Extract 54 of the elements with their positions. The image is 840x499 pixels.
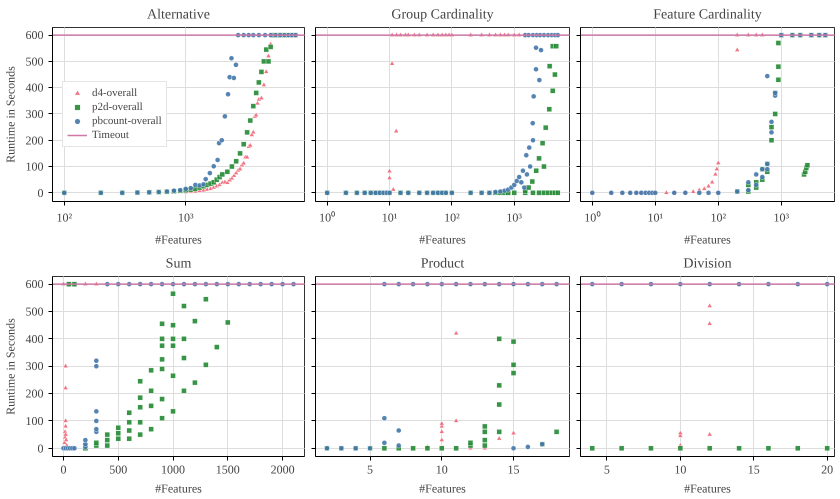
chart-title: Group Cardinality xyxy=(391,8,494,22)
y-tick-label: 300 xyxy=(26,359,44,374)
x-tick-label: 10² xyxy=(444,210,460,224)
x-tick-label: 20 xyxy=(821,462,834,476)
x-tick-label: 0 xyxy=(60,462,66,476)
x-axis-title: #Features xyxy=(419,232,466,246)
y-tick-label: 100 xyxy=(26,414,44,428)
y-tick-label: 300 xyxy=(26,106,44,121)
y-tick-label: 100 xyxy=(26,160,44,174)
legend-label: Timeout xyxy=(92,128,129,142)
legend-label: d4-overall xyxy=(92,86,138,100)
x-tick-label: 500 xyxy=(109,462,128,476)
x-axis-title: #Features xyxy=(684,482,732,496)
y-axis-title: Runtime in Seconds xyxy=(4,66,18,163)
x-tick-label: 10³ xyxy=(506,210,522,224)
x-tick-label: 10² xyxy=(710,210,726,224)
chart-title: Sum xyxy=(166,256,192,272)
y-tick-label: 600 xyxy=(26,28,44,42)
y-tick-label: 0 xyxy=(38,441,44,456)
y-axis-title: Runtime in Seconds xyxy=(4,318,18,415)
x-tick-label: 10⁰ xyxy=(319,210,336,224)
y-tick-label: 500 xyxy=(26,54,44,68)
y-tick-label: 200 xyxy=(26,133,44,148)
chart-title: Division xyxy=(683,256,732,272)
x-axis-title: #Features xyxy=(419,482,466,496)
x-tick-label: 10³ xyxy=(773,210,790,224)
x-tick-label: 2000 xyxy=(270,462,295,476)
x-tick-label: 10³ xyxy=(178,210,194,224)
x-tick-label: 5 xyxy=(367,462,374,476)
x-axis-title: #Features xyxy=(684,232,732,246)
y-tick-label: 200 xyxy=(26,386,44,401)
legend-label: pbcount-overall xyxy=(92,114,162,128)
x-tick-label: 10⁰ xyxy=(584,210,600,224)
x-tick-label: 15 xyxy=(748,462,760,476)
chart-title: Product xyxy=(420,256,464,272)
x-tick-label: 10² xyxy=(56,210,72,224)
legend-label: p2d-overall xyxy=(92,100,143,114)
y-tick-label: 500 xyxy=(26,304,44,319)
y-tick-label: 400 xyxy=(26,80,44,95)
y-tick-label: 400 xyxy=(26,332,44,346)
x-tick-label: 1500 xyxy=(216,462,240,476)
chart-title: Alternative xyxy=(147,8,210,22)
x-tick-label: 15 xyxy=(508,462,520,476)
x-axis-title: #Features xyxy=(155,482,202,496)
chart-title: Feature Cardinality xyxy=(653,8,762,22)
x-tick-label: 1000 xyxy=(161,462,186,476)
x-tick-label: 10 xyxy=(674,462,686,476)
x-tick-label: 10¹ xyxy=(382,210,398,224)
x-tick-label: 10¹ xyxy=(647,210,664,224)
x-tick-label: 5 xyxy=(604,462,610,476)
x-axis-title: #Features xyxy=(155,232,202,246)
x-tick-label: 10 xyxy=(436,462,448,476)
y-tick-label: 600 xyxy=(26,277,44,292)
y-tick-label: 0 xyxy=(38,186,44,200)
